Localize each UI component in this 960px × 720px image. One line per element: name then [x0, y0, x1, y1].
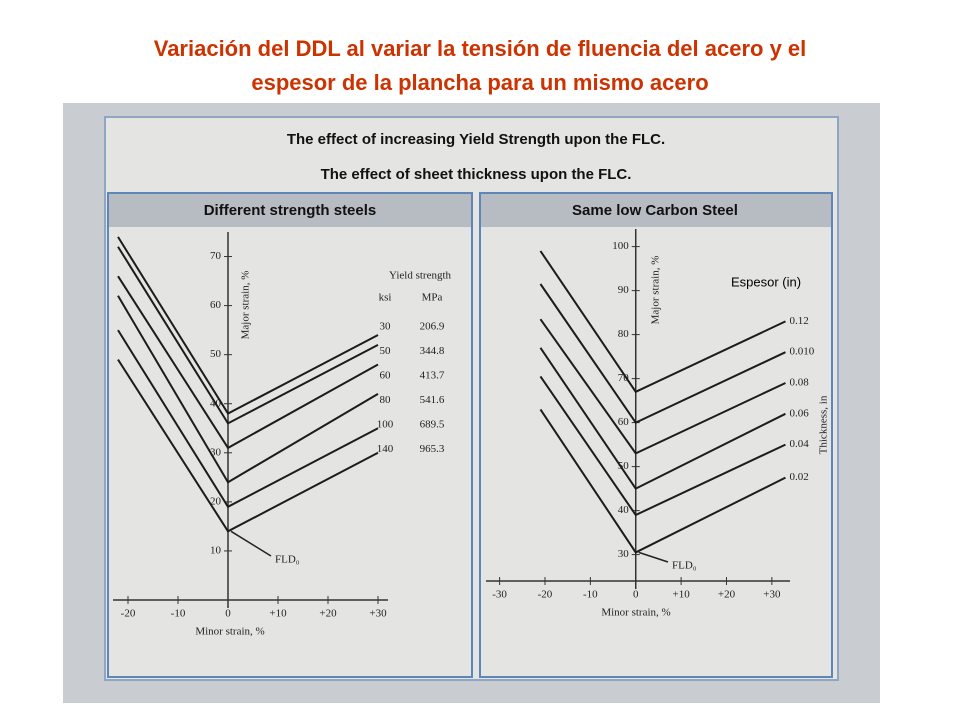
y-axis-label: Major strain, % [650, 256, 662, 325]
legend-mpa: 689.5 [420, 419, 445, 431]
legend-label: 0.06 [789, 407, 809, 419]
left-panel [107, 192, 473, 678]
flc-curve [117, 275, 379, 450]
legend-ksi: 50 [380, 345, 392, 357]
figure-header: The effect of sheet thickness upon the F… [321, 166, 632, 183]
x-tick-label: -30 [492, 589, 507, 601]
legend-header: ksi [379, 292, 392, 304]
x-tick-label: 0 [633, 589, 639, 601]
panel-header [109, 194, 471, 227]
y-tick-label: 60 [618, 416, 630, 428]
slide-title: espesor de la plancha para un mismo acer… [251, 70, 708, 95]
x-tick-label: +20 [718, 589, 736, 601]
x-tick-label: -20 [538, 589, 553, 601]
legend-label: 0.12 [789, 315, 808, 327]
figure-header: The effect of increasing Yield Strength … [287, 131, 665, 148]
legend-label: 0.04 [789, 438, 809, 450]
y-tick-label: 10 [210, 544, 222, 556]
flc-curve [117, 359, 379, 533]
x-axis-label: Minor strain, % [601, 607, 670, 619]
legend-mpa: 541.6 [420, 394, 445, 406]
legend-label: 0.02 [789, 471, 808, 483]
legend-label: 0.08 [789, 377, 809, 389]
legend-mpa: 413.7 [420, 370, 445, 382]
x-tick-label: +30 [369, 608, 387, 620]
x-tick-label: +10 [269, 608, 287, 620]
y-tick-label: 50 [618, 460, 630, 472]
y-tick-label: 50 [210, 348, 222, 360]
y-tick-label: 100 [612, 240, 629, 252]
legend-mpa: 344.8 [420, 345, 445, 357]
y2-axis-label: Thickness, in [818, 395, 830, 454]
legend-title: Yield strength [389, 270, 452, 282]
y-tick-label: 30 [210, 446, 222, 458]
flc-curve [117, 246, 379, 425]
legend-mpa: 206.9 [420, 321, 445, 333]
flc-curve [117, 329, 379, 509]
x-tick-label: -10 [171, 608, 186, 620]
flc-curve [539, 318, 786, 455]
y-tick-label: 20 [210, 495, 222, 507]
x-axis-label: Minor strain, % [195, 626, 264, 638]
legend-ksi: 100 [377, 419, 394, 431]
overlay-label: Espesor (in) [731, 274, 801, 289]
legend-header: MPa [422, 292, 443, 304]
annotation: FLD₀ [672, 560, 697, 572]
flc-curve [539, 347, 786, 490]
legend-ksi: 30 [380, 321, 392, 333]
flc-curve [117, 295, 379, 484]
annotation: FLD₀ [275, 554, 300, 566]
y-tick-label: 30 [618, 548, 630, 560]
right-panel [479, 192, 833, 678]
panel-title: Different strength steels [204, 202, 377, 219]
y-tick-label: 70 [210, 250, 222, 262]
flc-curve [117, 236, 379, 415]
flc-curve [539, 408, 786, 554]
panel-title: Same low Carbon Steel [572, 202, 738, 219]
y-tick-label: 70 [618, 372, 630, 384]
panel-header [481, 194, 831, 227]
y-tick-label: 80 [618, 328, 630, 340]
y-tick-label: 60 [210, 299, 222, 311]
legend-ksi: 140 [377, 443, 394, 455]
x-tick-label: +10 [672, 589, 690, 601]
legend-ksi: 80 [380, 394, 392, 406]
annotation-arrow [638, 551, 669, 563]
legend-mpa: 965.3 [420, 443, 445, 455]
x-tick-label: -20 [121, 608, 136, 620]
y-tick-label: 40 [618, 504, 630, 516]
flc-curve [539, 283, 786, 424]
flc-curve [539, 250, 786, 394]
y-tick-label: 90 [618, 284, 630, 296]
x-tick-label: -10 [583, 589, 598, 601]
legend-ksi: 60 [380, 370, 392, 382]
flc-curve [539, 375, 786, 517]
annotation-arrow [230, 530, 272, 557]
y-axis-label: Major strain, % [240, 271, 252, 340]
slide-title: Variación del DDL al variar la tensión d… [154, 36, 807, 61]
x-tick-label: 0 [225, 608, 231, 620]
legend-label: 0.010 [789, 346, 814, 358]
x-tick-label: +20 [319, 608, 337, 620]
x-tick-label: +30 [763, 589, 781, 601]
